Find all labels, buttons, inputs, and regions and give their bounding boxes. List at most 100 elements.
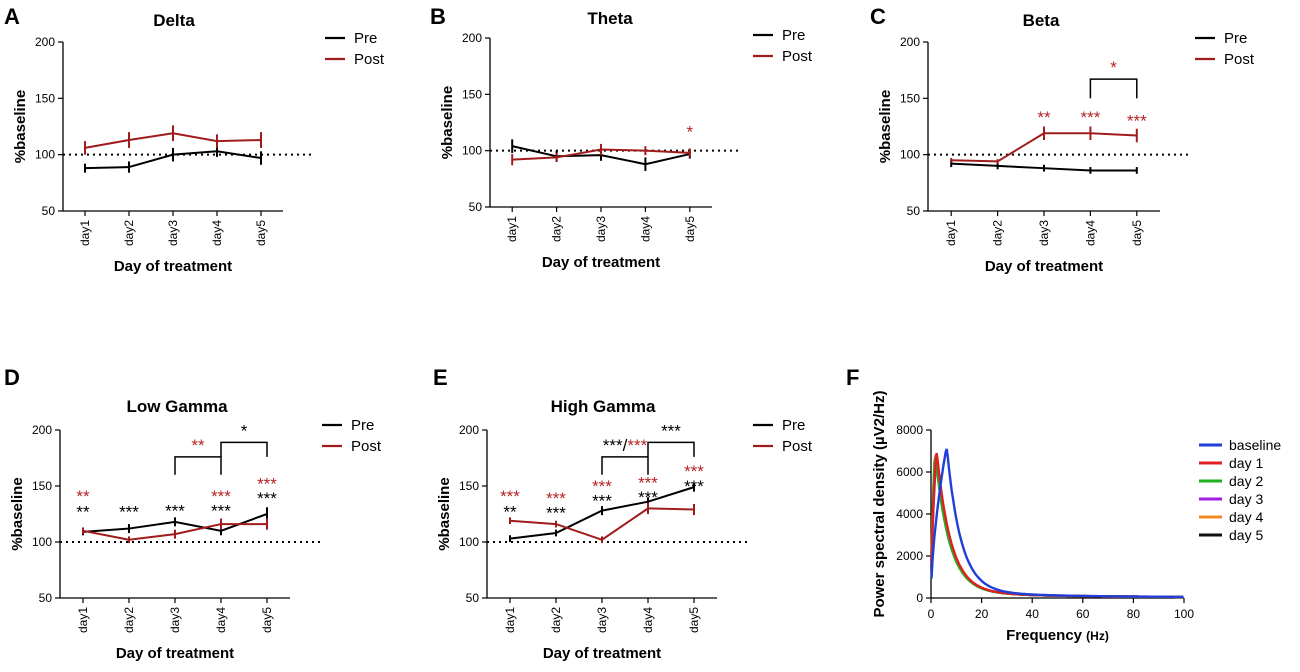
y-tick-label: 200 xyxy=(459,423,479,437)
x-tick-label: day4 xyxy=(1083,220,1097,246)
panel-label: E xyxy=(433,365,448,390)
significance-stars: *** xyxy=(638,488,658,507)
panel-label: C xyxy=(870,4,886,29)
legend: baseline day 1 day 2 day 3 day 4 day 5 xyxy=(1199,437,1281,543)
significance-stars: ** xyxy=(503,503,517,522)
x-tick-label: day5 xyxy=(683,216,697,242)
x-tick-label: day4 xyxy=(641,607,655,633)
y-axis-title: %baseline xyxy=(877,90,894,163)
significance-stars: *** xyxy=(211,501,231,520)
y-tick-label: 100 xyxy=(35,148,55,162)
x-tick-label: day5 xyxy=(1130,220,1144,246)
legend-label: day 4 xyxy=(1229,509,1263,525)
x-tick-label: day1 xyxy=(505,216,519,242)
y-tick-label: 8000 xyxy=(896,423,923,437)
panel-label: D xyxy=(4,365,20,390)
panel-label: B xyxy=(430,4,446,29)
panel-title: Delta xyxy=(153,11,195,30)
y-tick-label: 200 xyxy=(32,423,52,437)
panel-title: Theta xyxy=(587,9,633,28)
panel-A: A Delta 50 100 150 200 day1 day2 day3 day4 day5 Day… xyxy=(4,4,385,275)
y-tick-label: 200 xyxy=(462,31,482,45)
panel-label: A xyxy=(4,4,20,29)
x-tick-label: day2 xyxy=(122,220,136,246)
x-tick-label: day3 xyxy=(1037,220,1051,246)
x-axis-title: Day of treatment xyxy=(116,645,234,662)
panel-title: Beta xyxy=(1023,11,1060,30)
psd-line-day-3 xyxy=(930,459,1184,599)
significance-stars: *** xyxy=(165,501,185,520)
significance-stars: ** xyxy=(76,503,90,522)
x-tick-label: day2 xyxy=(550,216,564,242)
psd-line-day-2 xyxy=(930,457,1184,599)
significance-bracket xyxy=(1089,78,1138,99)
y-tick-label: 50 xyxy=(466,591,480,605)
legend-label: Post xyxy=(354,51,385,68)
significance-stars: *** xyxy=(1127,112,1147,131)
panel-F: F 0 2000 4000 6000 8000 0 20 40 60 80 100 Frequency … xyxy=(846,365,1281,644)
x-axis-title: Day of treatment xyxy=(542,254,660,271)
legend-label: Post xyxy=(1224,51,1255,68)
x-axis-title: Day of treatment xyxy=(985,258,1103,275)
x-tick-label: day2 xyxy=(122,607,136,633)
y-tick-label: 200 xyxy=(35,35,55,49)
y-axis-title: %baseline xyxy=(9,477,26,550)
legend-label: Pre xyxy=(782,27,805,44)
panel-title: Low Gamma xyxy=(126,397,228,416)
y-axis-title: %baseline xyxy=(439,86,456,159)
x-tick-label: day2 xyxy=(991,220,1005,246)
x-tick-label: day5 xyxy=(687,607,701,633)
x-axis-title: Day of treatment xyxy=(114,258,232,275)
x-tick-label: day4 xyxy=(214,607,228,633)
psd-line-day-1 xyxy=(930,452,1184,599)
legend-label: day 3 xyxy=(1229,491,1263,507)
panel-label: F xyxy=(846,365,859,390)
significance-bracket xyxy=(220,441,268,457)
y-tick-label: 200 xyxy=(900,35,920,49)
significance-stars: *** xyxy=(546,489,566,508)
bracket-label: ***/*** xyxy=(603,436,648,455)
x-tick-label: 60 xyxy=(1076,607,1090,621)
significance-stars: *** xyxy=(546,504,566,523)
panel-B: B Theta 50 100 150 200 day1 day2 day3 day4 day5 Day… xyxy=(430,4,813,271)
significance-stars: *** xyxy=(119,503,139,522)
significance-bracket xyxy=(601,456,649,475)
x-tick-label: 100 xyxy=(1174,607,1194,621)
bracket-label: *** xyxy=(661,421,681,440)
significance-stars: *** xyxy=(211,487,231,506)
y-tick-label: 100 xyxy=(900,148,920,162)
y-tick-label: 150 xyxy=(32,479,52,493)
x-axis-title: Day of treatment xyxy=(543,645,661,662)
legend: Pre Post xyxy=(753,417,813,455)
y-tick-label: 150 xyxy=(462,87,482,101)
x-tick-label: day3 xyxy=(594,216,608,242)
significance-stars: *** xyxy=(638,473,658,492)
y-tick-label: 50 xyxy=(469,200,483,214)
y-tick-label: 2000 xyxy=(896,549,923,563)
x-tick-label: day5 xyxy=(260,607,274,633)
x-tick-label: day1 xyxy=(503,607,517,633)
y-tick-label: 0 xyxy=(916,591,923,605)
legend: Pre Post xyxy=(1195,30,1255,68)
legend-label: Post xyxy=(351,438,382,455)
y-axis-title: %baseline xyxy=(436,477,453,550)
psd-line-day-4 xyxy=(930,454,1184,599)
legend-label: day 2 xyxy=(1229,473,1263,489)
legend-label: day 1 xyxy=(1229,455,1263,471)
panel-title: High Gamma xyxy=(551,397,656,416)
bracket-label: ** xyxy=(191,436,205,455)
plots-layer: A Delta 50 100 150 200 day1 day2 day3 day4 day5 Day… xyxy=(4,4,1281,662)
legend-label: Pre xyxy=(354,30,377,47)
x-tick-label: day4 xyxy=(210,220,224,246)
x-tick-label: day4 xyxy=(638,216,652,242)
legend-label: Post xyxy=(782,48,813,65)
legend-label: Post xyxy=(782,438,813,455)
bracket-label: * xyxy=(241,421,248,440)
y-tick-label: 100 xyxy=(32,535,52,549)
panel-D: D Low Gamma 50 100 150 200 day1 day2 day3 day4 day… xyxy=(4,365,382,662)
significance-stars: ** xyxy=(1037,108,1051,127)
panel-E: E High Gamma 50 100 150 200 day1 day2 day3 day4 da… xyxy=(433,365,813,662)
significance-stars: *** xyxy=(592,491,612,510)
significance-stars: *** xyxy=(257,489,277,508)
significance-bracket xyxy=(647,441,695,457)
